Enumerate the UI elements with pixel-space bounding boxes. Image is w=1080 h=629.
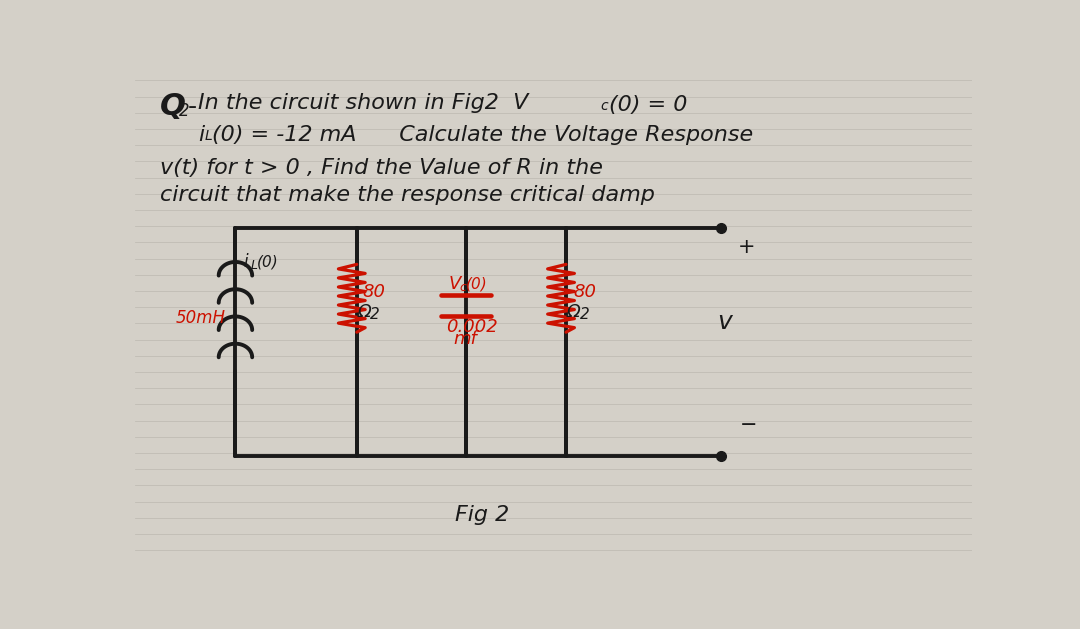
Text: Ω: Ω [567,303,581,321]
Text: L: L [204,129,213,143]
Text: L: L [251,259,257,272]
Text: 80: 80 [573,283,596,301]
Text: 2: 2 [178,102,189,120]
Text: (0): (0) [256,255,279,269]
Text: i: i [198,125,204,145]
Text: Ω: Ω [357,303,372,321]
Text: c: c [460,281,467,294]
Text: circuit that make the response critical damp: circuit that make the response critical … [160,186,654,206]
Text: Q: Q [160,92,186,121]
Text: v: v [717,311,731,335]
Text: i: i [244,253,248,271]
Text: 2: 2 [370,307,380,322]
Text: c: c [600,99,608,113]
Text: (0) = 0: (0) = 0 [609,95,687,115]
Text: V: V [449,275,461,292]
Text: In the circuit shown in Fig2  V: In the circuit shown in Fig2 V [198,93,528,113]
Text: −: − [740,415,757,435]
Text: 80: 80 [363,283,386,301]
Text: (0) = -12 mA      Calculate the Voltage Response: (0) = -12 mA Calculate the Voltage Respo… [212,125,753,145]
Text: -: - [188,95,197,119]
Text: 0.002: 0.002 [446,318,498,337]
Text: Fig 2: Fig 2 [456,505,510,525]
Text: 50mH: 50mH [175,309,225,326]
Text: mf: mf [454,330,477,348]
Text: v(t) for t > 0 , Find the Value of R in the: v(t) for t > 0 , Find the Value of R in … [160,158,603,178]
Text: 2: 2 [580,307,590,322]
Text: +: + [738,237,755,257]
Text: (0): (0) [465,277,487,292]
